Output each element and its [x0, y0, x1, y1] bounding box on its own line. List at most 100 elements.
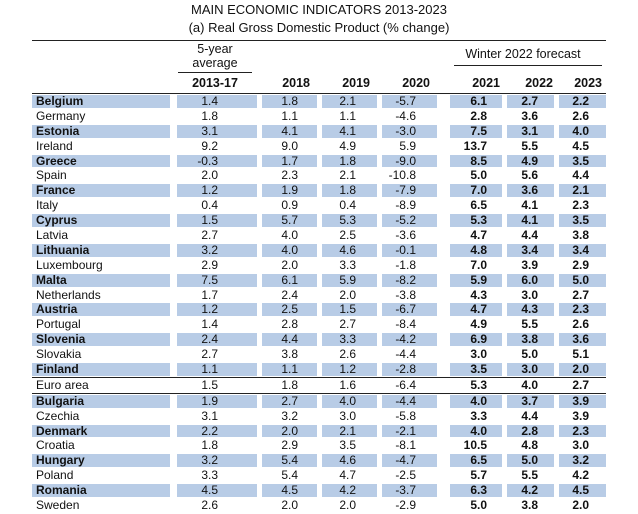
table-row: Hungary 3.2 5.4 4.6 -4.7 6.5 5.0 3.2	[32, 453, 606, 468]
value-cell: 2.3	[572, 302, 589, 317]
row-highlight-band	[32, 333, 170, 347]
value-cell: 2.3	[281, 168, 298, 183]
gdp-table: Belgium 1.4 1.8 2.1 -5.7 6.1 2.7 2.2 Germany 1.8 1…	[32, 94, 606, 513]
value-cell: 7.0	[470, 183, 487, 198]
country-name: Malta	[36, 272, 67, 287]
value-cell: 4.7	[339, 468, 356, 483]
col-header-2022: 2022	[525, 76, 553, 90]
value-cell: 2.1	[339, 423, 356, 438]
value-cell: 3.4	[521, 242, 538, 257]
top-rule	[32, 40, 606, 41]
table-row: Latvia 2.7 4.0 2.5 -3.6 4.7 4.4 3.8	[32, 228, 606, 243]
value-cell: -4.7	[395, 453, 416, 468]
row-highlight-band	[177, 394, 257, 408]
avg-header-underline	[178, 72, 252, 73]
value-cell: 4.9	[521, 153, 538, 168]
row-highlight-band	[177, 243, 257, 257]
value-cell: 4.3	[470, 287, 487, 302]
value-cell: 3.3	[470, 408, 487, 423]
forecast-group-underline	[454, 65, 602, 66]
page-title: MAIN ECONOMIC INDICATORS 2013-2023	[191, 2, 447, 17]
value-cell: 2.4	[201, 332, 218, 347]
row-highlight-band	[262, 184, 317, 198]
row-highlight-band	[507, 333, 554, 347]
row-highlight-band	[32, 303, 170, 317]
country-name: Portugal	[36, 317, 81, 332]
row-highlight-band	[559, 454, 606, 468]
country-name: France	[36, 183, 76, 198]
value-cell: 2.7	[572, 377, 589, 392]
row-highlight-band	[507, 95, 554, 108]
value-cell: 4.4	[521, 228, 538, 243]
value-cell: 2.1	[572, 183, 589, 198]
row-highlight-band	[507, 394, 554, 408]
value-cell: 1.4	[201, 317, 218, 332]
row-highlight-band	[559, 333, 606, 347]
row-highlight-band	[32, 484, 170, 498]
value-cell: -10.8	[388, 168, 416, 183]
value-cell: 1.8	[339, 183, 356, 198]
value-cell: 5.5	[521, 468, 538, 483]
value-cell: 2.6	[572, 317, 589, 332]
country-name: Finland	[36, 362, 79, 377]
value-cell: 2.9	[201, 257, 218, 272]
value-cell: 2.7	[201, 228, 218, 243]
table-row: Ireland 9.2 9.0 4.9 5.9 13.7 5.5 4.5	[32, 139, 606, 154]
row-highlight-band	[322, 154, 377, 168]
row-highlight-band	[382, 303, 437, 317]
value-cell: -2.8	[395, 362, 416, 377]
country-name: Cyprus	[36, 213, 78, 228]
row-highlight-band	[450, 95, 502, 108]
value-cell: 6.3	[470, 483, 487, 498]
country-name: Romania	[36, 483, 87, 498]
value-cell: -9.0	[395, 153, 416, 168]
value-cell: 10.5	[463, 438, 487, 453]
value-cell: 2.0	[281, 498, 298, 513]
row-highlight-band	[322, 454, 377, 468]
row-highlight-band	[559, 214, 606, 228]
value-cell: 5.4	[281, 453, 298, 468]
value-cell: 4.9	[470, 317, 487, 332]
row-highlight-band	[507, 124, 554, 138]
value-cell: 1.1	[281, 108, 298, 123]
value-cell: 3.6	[572, 332, 589, 347]
row-highlight-band	[507, 424, 554, 438]
value-cell: 3.8	[521, 498, 538, 513]
table-row: Italy 0.4 0.9 0.4 -8.9 6.5 4.1 2.3	[32, 198, 606, 213]
table-row: Romania 4.5 4.5 4.2 -3.7 6.3 4.2 4.5	[32, 483, 606, 498]
row-highlight-band	[322, 124, 377, 138]
row-highlight-band	[559, 154, 606, 168]
value-cell: 4.2	[521, 483, 538, 498]
row-highlight-band	[382, 424, 437, 438]
value-cell: -2.5	[395, 468, 416, 483]
value-cell: 6.1	[281, 272, 298, 287]
row-highlight-band	[507, 273, 554, 287]
value-cell: -0.1	[395, 242, 416, 257]
value-cell: 3.0	[572, 438, 589, 453]
row-highlight-band	[177, 454, 257, 468]
value-cell: 9.0	[281, 138, 298, 153]
value-cell: 3.1	[201, 408, 218, 423]
row-highlight-band	[450, 184, 502, 198]
value-cell: 4.2	[572, 468, 589, 483]
row-highlight-band	[262, 333, 317, 347]
value-cell: 1.5	[339, 302, 356, 317]
value-cell: 2.6	[339, 347, 356, 362]
value-cell: 4.1	[521, 213, 538, 228]
value-cell: 1.4	[201, 94, 218, 108]
value-cell: 3.2	[572, 453, 589, 468]
value-cell: 3.5	[339, 438, 356, 453]
row-highlight-band	[382, 214, 437, 228]
value-cell: 3.0	[339, 408, 356, 423]
row-highlight-band	[32, 363, 170, 376]
value-cell: 5.3	[470, 213, 487, 228]
country-name: Croatia	[36, 438, 75, 453]
table-row: Finland 1.1 1.1 1.2 -2.8 3.5 3.0 2.0	[32, 362, 606, 377]
value-cell: -3.6	[395, 228, 416, 243]
row-highlight-band	[322, 184, 377, 198]
row-highlight-band	[450, 454, 502, 468]
value-cell: 3.2	[281, 408, 298, 423]
value-cell: 1.9	[201, 393, 218, 408]
value-cell: 0.4	[201, 198, 218, 213]
row-highlight-band	[507, 363, 554, 376]
